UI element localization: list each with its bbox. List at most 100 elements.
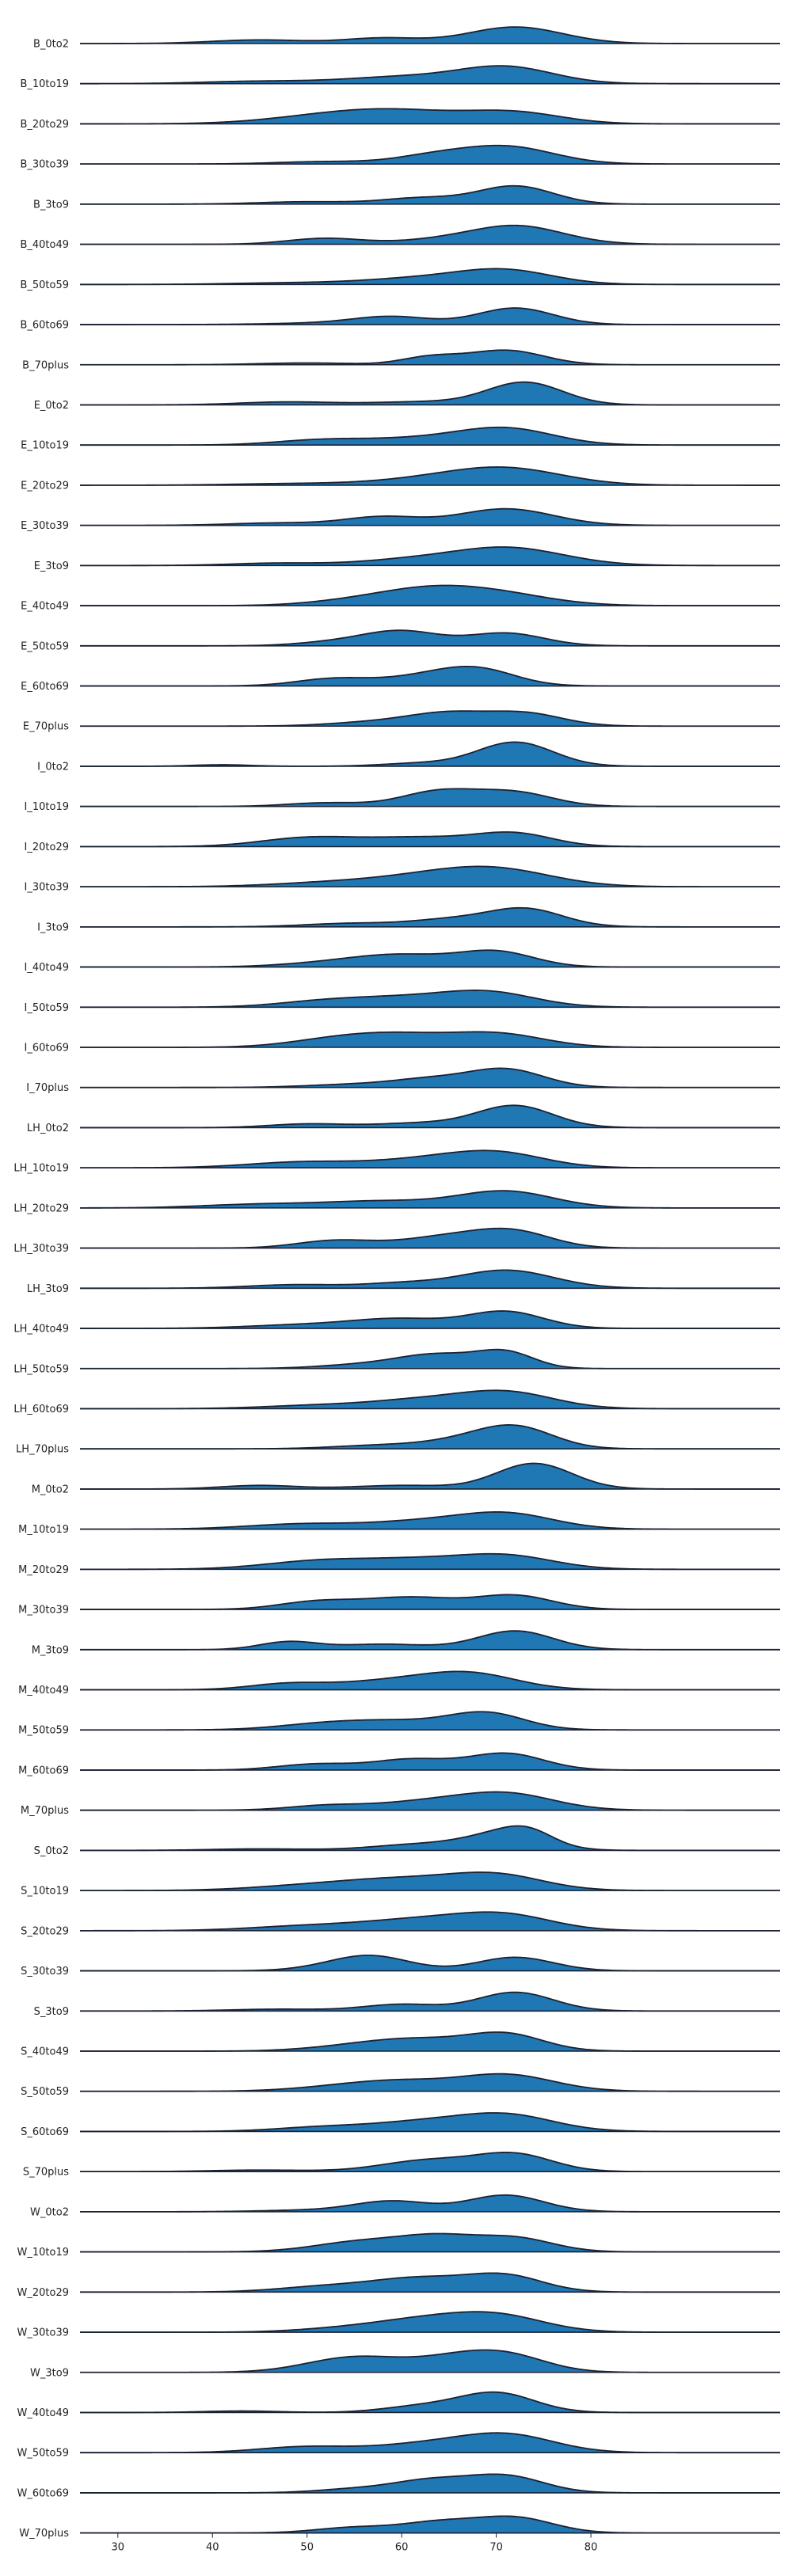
- ridge-area-I_30to39: [80, 866, 780, 887]
- row-label-S_10to19: S_10to19: [21, 1886, 69, 1898]
- row-label-M_50to59: M_50to59: [18, 1725, 69, 1737]
- x-axis: 30 40 50 60 70 80: [112, 2532, 598, 2554]
- ridge-area-W_40to49: [80, 2392, 780, 2413]
- row-label-M_10to19: M_10to19: [18, 1524, 69, 1536]
- ridge-row-E_60to69: E_60to69: [21, 665, 780, 693]
- row-label-M_70plus: M_70plus: [21, 1805, 69, 1817]
- ridge-area-S_70plus: [80, 2152, 780, 2172]
- row-label-S_50to59: S_50to59: [21, 2086, 69, 2098]
- row-label-S_30to39: S_30to39: [21, 1966, 69, 1978]
- row-label-I_30to39: I_30to39: [25, 882, 69, 894]
- ridge-row-LH_60to69: LH_60to69: [13, 1389, 780, 1415]
- ridge-area-B_10to19: [80, 66, 780, 84]
- ridge-row-LH_30to39: LH_30to39: [13, 1227, 780, 1255]
- row-label-S_20to29: S_20to29: [21, 1925, 69, 1937]
- ridge-area-LH_70plus: [80, 1424, 780, 1449]
- ridge-area-M_3to9: [80, 1631, 780, 1650]
- ridge-row-LH_0to2: LH_0to2: [27, 1104, 780, 1134]
- ridge-area-LH_30to39: [80, 1228, 780, 1248]
- row-label-B_3to9: B_3to9: [33, 199, 69, 211]
- ridge-area-E_10to19: [80, 427, 780, 446]
- ridge-area-B_50to59: [80, 268, 780, 285]
- ridge-area-E_70plus: [80, 711, 780, 727]
- ridge-area-M_10to19: [80, 1511, 780, 1529]
- ridge-area-I_20to29: [80, 831, 780, 847]
- ridge-row-B_60to69: B_60to69: [20, 307, 780, 332]
- x-tick-label: 70: [489, 2542, 503, 2554]
- row-label-LH_70plus: LH_70plus: [16, 1444, 69, 1456]
- ridge-row-B_30to39: B_30to39: [20, 144, 780, 171]
- ridge-area-LH_50to59: [80, 1349, 780, 1369]
- row-label-B_40to49: B_40to49: [20, 239, 69, 251]
- row-label-W_40to49: W_40to49: [17, 2407, 70, 2419]
- ridge-area-B_0to2: [80, 27, 780, 44]
- x-tick-label: 40: [206, 2542, 219, 2554]
- ridge-area-I_3to9: [80, 907, 780, 927]
- ridge-row-B_70plus: B_70plus: [22, 349, 780, 371]
- row-label-B_30to39: B_30to39: [20, 159, 69, 171]
- ridge-area-LH_0to2: [80, 1105, 780, 1128]
- ridge-row-I_60to69: I_60to69: [25, 1031, 780, 1054]
- row-label-LH_20to29: LH_20to29: [13, 1203, 69, 1214]
- ridge-row-I_40to49: I_40to49: [25, 949, 780, 974]
- row-label-S_0to2: S_0to2: [34, 1845, 69, 1857]
- row-label-M_3to9: M_3to9: [32, 1644, 69, 1656]
- ridge-row-I_50to59: I_50to59: [25, 990, 780, 1014]
- ridge-area-E_40to49: [80, 585, 780, 606]
- ridge-area-W_3to9: [80, 2350, 780, 2373]
- row-label-LH_50to59: LH_50to59: [13, 1363, 69, 1375]
- row-label-W_3to9: W_3to9: [30, 2367, 69, 2379]
- ridge-area-W_10to19: [80, 2233, 780, 2252]
- ridge-row-I_3to9: I_3to9: [37, 906, 780, 933]
- ridge-area-W_50to59: [80, 2433, 780, 2453]
- ridge-row-W_60to69: W_60to69: [17, 2473, 780, 2499]
- ridge-row-E_3to9: E_3to9: [34, 546, 780, 572]
- row-label-I_40to49: I_40to49: [25, 962, 69, 974]
- x-tick-label: 80: [584, 2542, 598, 2554]
- ridge-row-LH_3to9: LH_3to9: [27, 1269, 780, 1295]
- ridge-area-S_40to49: [80, 2031, 780, 2051]
- row-label-W_50to59: W_50to59: [17, 2448, 70, 2460]
- ridge-row-S_70plus: S_70plus: [23, 2151, 780, 2179]
- ridge-area-E_60to69: [80, 666, 780, 686]
- ridge-area-B_20to29: [80, 108, 780, 124]
- row-label-E_3to9: E_3to9: [34, 560, 69, 572]
- row-label-M_0to2: M_0to2: [32, 1484, 69, 1495]
- row-label-LH_60to69: LH_60to69: [13, 1404, 69, 1415]
- ridge-area-I_50to59: [80, 990, 780, 1008]
- row-label-S_70plus: S_70plus: [23, 2167, 69, 2179]
- ridge-area-I_0to2: [80, 742, 780, 766]
- row-label-E_30to39: E_30to39: [21, 520, 69, 532]
- ridge-row-LH_40to49: LH_40to49: [13, 1310, 780, 1335]
- row-label-I_10to19: I_10to19: [25, 801, 69, 813]
- ridge-area-I_70plus: [80, 1068, 780, 1088]
- ridge-row-S_3to9: S_3to9: [34, 1991, 780, 2018]
- ridge-row-W_30to39: W_30to39: [17, 2311, 780, 2339]
- ridge-row-E_20to29: E_20to29: [21, 466, 780, 492]
- ridge-row-M_70plus: M_70plus: [21, 1791, 780, 1817]
- ridge-area-S_20to29: [80, 1912, 780, 1931]
- row-label-S_40to49: S_40to49: [21, 2046, 69, 2058]
- ridge-area-S_30to39: [80, 1955, 780, 1971]
- ridge-area-LH_3to9: [80, 1270, 780, 1289]
- row-label-I_0to2: I_0to2: [37, 761, 69, 773]
- ridge-area-W_60to69: [80, 2474, 780, 2493]
- x-tick-label: 60: [395, 2542, 409, 2554]
- ridge-row-B_50to59: B_50to59: [20, 268, 780, 291]
- ridge-row-M_40to49: M_40to49: [18, 1670, 780, 1696]
- ridge-area-M_40to49: [80, 1671, 780, 1690]
- row-label-LH_0to2: LH_0to2: [27, 1123, 69, 1134]
- x-tick-label: 50: [300, 2542, 314, 2554]
- ridge-row-S_60to69: S_60to69: [21, 2112, 780, 2138]
- ridge-row-W_3to9: W_3to9: [30, 2349, 780, 2379]
- ridge-row-B_0to2: B_0to2: [33, 26, 780, 51]
- ridge-area-LH_40to49: [80, 1311, 780, 1329]
- row-label-E_50to59: E_50to59: [21, 640, 69, 652]
- ridge-row-LH_50to59: LH_50to59: [13, 1348, 780, 1375]
- row-label-I_3to9: I_3to9: [37, 921, 69, 933]
- ridge-area-I_10to19: [80, 788, 780, 807]
- ridge-row-S_30to39: S_30to39: [21, 1955, 780, 1978]
- row-label-W_30to39: W_30to39: [17, 2327, 70, 2339]
- ridge-row-M_0to2: M_0to2: [32, 1462, 780, 1495]
- ridge-row-W_70plus: W_70plus: [19, 2515, 780, 2540]
